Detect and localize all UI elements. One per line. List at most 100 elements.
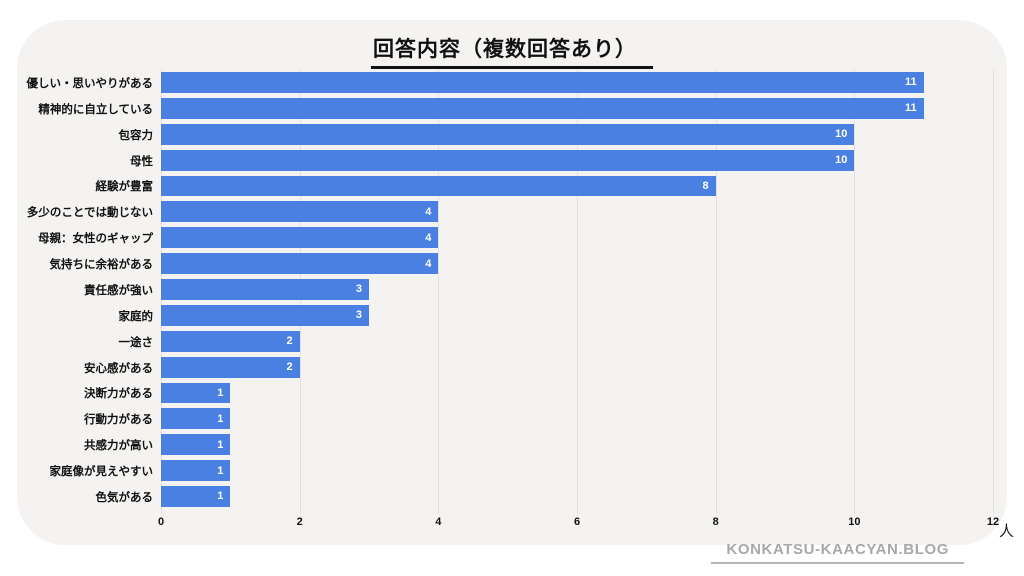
- bar-track: 1: [161, 406, 993, 432]
- bar: 2: [161, 356, 300, 378]
- category-label: 精神的に自立している: [38, 103, 153, 116]
- x-tick-label: 0: [157, 516, 165, 528]
- bar: 4: [161, 201, 439, 223]
- bar-row: 母親：女性のギャップ 4: [17, 225, 993, 251]
- category-label: 気持ちに余裕がある: [49, 259, 154, 272]
- bar: 11: [161, 97, 924, 119]
- bar-rows: 優しい・思いやりがある 11 精神的に自立している 11 包容力 10 母性 10 経験が豊富 8…: [17, 70, 993, 510]
- bar-value-label: 2: [286, 361, 293, 374]
- x-tick-label: 12: [986, 516, 1000, 528]
- bar-track: 1: [161, 432, 993, 458]
- watermark-text: KONKATSU-KAACYAN.BLOG: [711, 541, 964, 564]
- bar-row: 包容力 10: [17, 122, 993, 148]
- bar-value-label: 4: [425, 205, 432, 218]
- x-tick-label: 6: [573, 516, 581, 528]
- bar-value-label: 1: [217, 438, 224, 451]
- bar: 1: [161, 434, 231, 456]
- bar: 2: [161, 330, 300, 352]
- bar-value-label: 11: [905, 102, 917, 115]
- category-label: 一途さ: [118, 336, 154, 349]
- bar-row: 優しい・思いやりがある 11: [17, 70, 993, 96]
- category-label: 家庭像が見えやすい: [49, 466, 154, 479]
- bar-track: 4: [161, 251, 993, 277]
- bar-track: 3: [161, 277, 993, 303]
- bar-value-label: 11: [905, 76, 917, 89]
- category-label: 共感力が高い: [84, 440, 153, 453]
- category-label: 決断力がある: [84, 388, 153, 401]
- bar-track: 2: [161, 355, 993, 381]
- bar-track: 10: [161, 122, 993, 148]
- category-label: 包容力: [118, 129, 154, 142]
- bar-value-label: 10: [835, 154, 848, 167]
- bar: 10: [161, 149, 855, 171]
- gridline: [438, 70, 440, 514]
- bar: 8: [161, 175, 716, 197]
- bar-row: 安心感がある 2: [17, 355, 993, 381]
- bar-value-label: 1: [217, 412, 224, 425]
- bar-value-label: 8: [702, 179, 709, 192]
- bar: 11: [161, 72, 924, 93]
- bar-row: 多少のことでは動じない 4: [17, 199, 993, 225]
- gridline: [715, 70, 717, 514]
- category-label: 母親：女性のギャップ: [38, 233, 153, 246]
- bar-row: 気持ちに余裕がある 4: [17, 251, 993, 277]
- x-tick-label: 8: [712, 516, 719, 528]
- x-tick-label: 10: [848, 516, 861, 528]
- category-label: 家庭的: [118, 310, 154, 323]
- bar-track: 3: [161, 303, 993, 329]
- x-tick-label: 4: [435, 516, 442, 528]
- bar-row: 行動力がある 1: [17, 406, 993, 432]
- chart-title: 回答内容（複数回答あり）: [371, 33, 653, 69]
- bar-track: 2: [161, 329, 993, 355]
- category-label: 経験が豊富: [95, 181, 154, 194]
- category-label: 優しい・思いやりがある: [26, 77, 154, 90]
- bar-track: 11: [161, 96, 993, 122]
- chart-title-wrap: 回答内容（複数回答あり）: [17, 33, 1007, 69]
- category-label: 行動力がある: [84, 414, 153, 427]
- bar: 10: [161, 123, 855, 145]
- bar-value-label: 4: [425, 231, 432, 244]
- bar-row: 経験が豊富 8: [17, 174, 993, 200]
- bar: 1: [161, 408, 231, 430]
- bar: 4: [161, 253, 439, 274]
- bar-value-label: 10: [835, 128, 848, 141]
- bar: 3: [161, 279, 369, 300]
- category-label: 母性: [130, 155, 153, 168]
- bar-value-label: 3: [355, 283, 362, 296]
- bar-track: 1: [161, 458, 993, 484]
- bar-row: 家庭的 3: [17, 303, 993, 329]
- bar: 1: [161, 382, 231, 404]
- bar-track: 10: [161, 148, 993, 174]
- gridline: [577, 70, 578, 514]
- category-label: 安心感がある: [84, 362, 153, 375]
- bar-track: 1: [161, 381, 993, 407]
- gridline: [993, 70, 994, 514]
- bar-track: 4: [161, 225, 993, 251]
- bar-value-label: 2: [286, 335, 293, 348]
- bar: 1: [161, 486, 231, 507]
- bar-row: 母性 10: [17, 148, 993, 174]
- gridline: [854, 70, 856, 514]
- bar-row: 一途さ 2: [17, 329, 993, 355]
- bar-row: 決断力がある 1: [17, 381, 993, 407]
- bar-row: 色気がある 1: [17, 484, 993, 510]
- x-axis-unit-label: 人: [999, 523, 1015, 540]
- bar-row: 精神的に自立している 11: [17, 96, 993, 122]
- bar-track: 11: [161, 70, 993, 96]
- bar: 1: [161, 460, 231, 481]
- chart-card: 回答内容（複数回答あり） 優しい・思いやりがある 11 精神的に自立している 11 包容…: [17, 20, 1007, 545]
- bar-value-label: 4: [425, 257, 432, 270]
- category-label: 責任感が強い: [84, 284, 153, 297]
- bar: 3: [161, 304, 369, 326]
- category-label: 多少のことでは動じない: [26, 207, 153, 220]
- bar-row: 共感力が高い 1: [17, 432, 993, 458]
- category-label: 色気がある: [95, 491, 154, 504]
- bar-row: 家庭像が見えやすい 1: [17, 458, 993, 484]
- x-axis-tick-labels: 0 2 4 6 8 10 12: [157, 516, 999, 532]
- bar-value-label: 1: [217, 464, 224, 477]
- bar-track: 4: [161, 199, 993, 225]
- bar-track: 8: [161, 174, 993, 200]
- bar-value-label: 3: [355, 309, 362, 322]
- bar: 4: [161, 227, 439, 249]
